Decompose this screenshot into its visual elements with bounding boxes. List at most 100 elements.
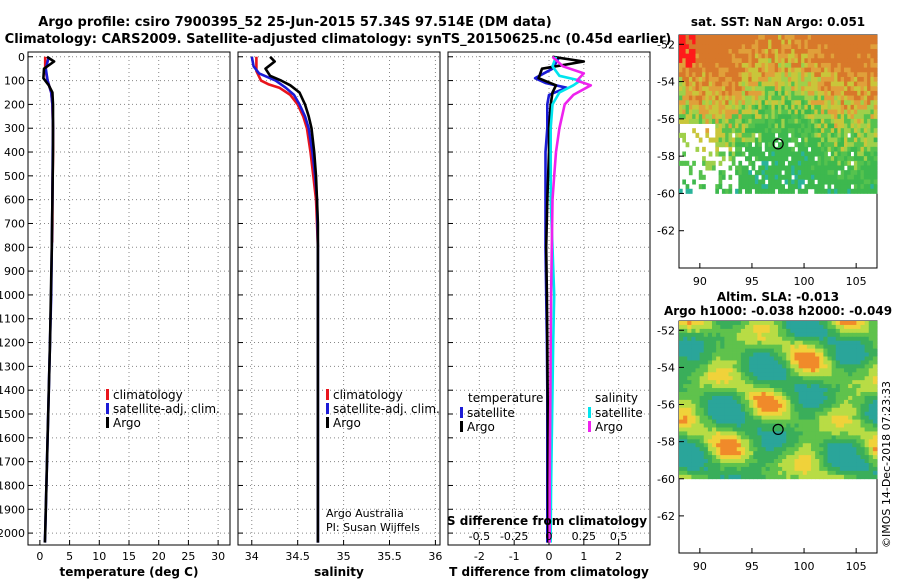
legend-swatch xyxy=(106,403,109,414)
depth-tick-label: 0 xyxy=(18,51,25,64)
legend-salinity-title: salinity xyxy=(595,391,638,405)
argo-position-marker xyxy=(772,423,784,435)
map-y-tick-label: -58 xyxy=(657,436,675,449)
s-tick-label: 0 xyxy=(546,530,553,543)
legend-swatch xyxy=(326,389,329,400)
legend-label: climatology xyxy=(333,388,403,402)
depth-tick-label: 1700 xyxy=(0,456,25,469)
x-tick-label: 25 xyxy=(181,550,195,563)
depth-tick-label: 1400 xyxy=(0,384,25,397)
argo-position-marker xyxy=(772,138,784,150)
plot-frame xyxy=(237,51,441,546)
legend-swatch xyxy=(326,417,329,428)
x-axis-label: salinity xyxy=(314,565,364,579)
map-data-field xyxy=(679,35,878,194)
legend-swatch xyxy=(460,407,463,418)
map-y-tick-label: -56 xyxy=(657,399,675,412)
depth-tick-label: 400 xyxy=(4,146,25,159)
imos-watermark: ©IMOS 14-Dec-2018 07:23:33 xyxy=(880,381,893,548)
depth-tick-label: 1000 xyxy=(0,289,25,302)
depth-tick-label: 600 xyxy=(4,194,25,207)
legend-label: Argo xyxy=(333,416,361,430)
map-x-tick-label: 105 xyxy=(846,275,867,288)
map-y-tick-label: -52 xyxy=(657,324,675,337)
legend-swatch xyxy=(326,403,329,414)
legend-swatch xyxy=(460,421,463,432)
map-x-tick-label: 100 xyxy=(794,275,815,288)
sst-map-panel: 90 95 100 105 -52 -54 -56 -58 -60 -62 sat. SST: Na… xyxy=(657,15,878,288)
legend-label: Argo xyxy=(595,420,623,434)
legend-swatch xyxy=(588,421,591,432)
depth-tick-label: 1500 xyxy=(0,408,25,421)
credit-line-1: Argo Australia xyxy=(326,507,404,520)
x-tick-label: 0 xyxy=(36,550,43,563)
legend-swatch xyxy=(106,417,109,428)
legend-label: satellite-adj. clim. xyxy=(113,402,220,416)
series-line-argo xyxy=(264,55,320,543)
x-tick-label: 36 xyxy=(428,550,442,563)
map-y-tick-label: -56 xyxy=(657,113,675,126)
map-y-tick-label: -52 xyxy=(657,38,675,51)
map-y-tick-label: -62 xyxy=(657,225,675,238)
depth-tick-label: 1200 xyxy=(0,337,25,350)
depth-tick-label: 300 xyxy=(4,122,25,135)
x-tick-label: 5 xyxy=(66,550,73,563)
x-tick-label: 30 xyxy=(211,550,225,563)
series-line-s-argo xyxy=(548,55,593,543)
x-tick-label: 34 xyxy=(245,550,259,563)
map-y-tick-label: -58 xyxy=(657,150,675,163)
x-tick-label: -2 xyxy=(474,550,485,563)
legend-label: Argo xyxy=(113,416,141,430)
sst-map-title: sat. SST: NaN Argo: 0.051 xyxy=(691,15,865,29)
x-axis-label: temperature (deg C) xyxy=(60,565,199,579)
difference-panel: -2 -1 0 1 2 T difference from climatology temp… xyxy=(447,51,651,579)
x-tick-label: 34.5 xyxy=(285,550,310,563)
x-tick-label: 0 xyxy=(546,550,553,563)
map-x-tick-label: 105 xyxy=(846,560,867,573)
credit-line-2: PI: Susan Wijffels xyxy=(326,521,420,534)
x-tick-label: 35.5 xyxy=(377,550,402,563)
map-x-tick-label: 95 xyxy=(745,560,759,573)
map-x-tick-label: 95 xyxy=(745,275,759,288)
map-y-tick-label: -54 xyxy=(657,361,675,374)
legend-swatch xyxy=(106,389,109,400)
title-line-2: Climatology: CARS2009. Satellite-adjuste… xyxy=(5,32,672,47)
depth-tick-label: 700 xyxy=(4,217,25,230)
s-tick-label: 0.5 xyxy=(610,530,628,543)
depth-tick-label: 200 xyxy=(4,98,25,111)
sla-map-title-2: Argo h1000: -0.038 h2000: -0.049 xyxy=(664,304,892,318)
x-tick-label: -1 xyxy=(509,550,520,563)
map-x-tick-label: 100 xyxy=(794,560,815,573)
depth-tick-label: 1300 xyxy=(0,360,25,373)
sla-map-panel: 90 95 100 105 -52 -54 -56 -58 -60 -62 Altim. SLA: … xyxy=(657,290,892,573)
s-tick-label: -0.25 xyxy=(500,530,528,543)
depth-tick-label: 500 xyxy=(4,170,25,183)
depth-tick-label: 1900 xyxy=(0,503,25,516)
legend-temperature-title: temperature xyxy=(468,391,543,405)
map-y-tick-label: -60 xyxy=(657,187,675,200)
map-y-tick-label: -54 xyxy=(657,76,675,89)
x-tick-label: 1 xyxy=(580,550,587,563)
x-axis-label: T difference from climatology xyxy=(449,565,649,579)
depth-tick-label: 100 xyxy=(4,75,25,88)
temperature-panel: 0 5 10 15 20 25 300100200300400500600700800900… xyxy=(0,51,231,579)
salinity-panel: 34 34.5 35 35.5 36 salinity climatologysatelli… xyxy=(237,51,442,579)
depth-tick-label: 1100 xyxy=(0,313,25,326)
x-tick-label: 35 xyxy=(337,550,351,563)
map-x-tick-label: 90 xyxy=(693,275,707,288)
top-x-axis-label: S difference from climatology xyxy=(447,514,647,528)
depth-tick-label: 2000 xyxy=(0,527,25,540)
plot-frame xyxy=(27,51,231,546)
legend-label: climatology xyxy=(113,388,183,402)
depth-tick-label: 900 xyxy=(4,265,25,278)
series-line-t-argo xyxy=(537,55,586,543)
legend-label: Argo xyxy=(467,420,495,434)
depth-tick-label: 800 xyxy=(4,241,25,254)
legend-label: satellite xyxy=(595,406,643,420)
legend-label: satellite xyxy=(467,406,515,420)
s-tick-label: 0.25 xyxy=(572,530,597,543)
map-y-tick-label: -60 xyxy=(657,473,675,486)
x-tick-label: 2 xyxy=(615,550,622,563)
x-tick-label: 20 xyxy=(152,550,166,563)
